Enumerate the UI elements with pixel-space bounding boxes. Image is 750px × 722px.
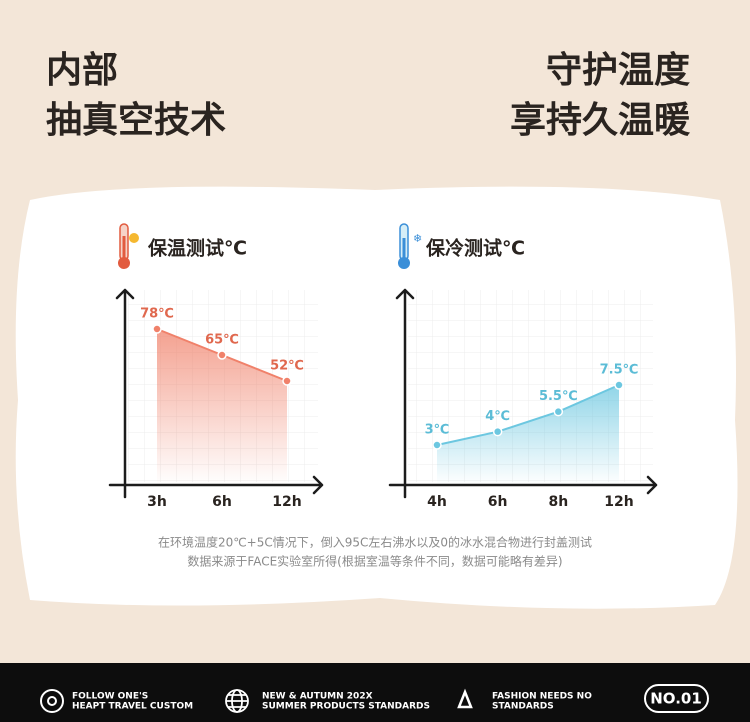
axes (108, 288, 658, 499)
x-tick-label: 6h (488, 494, 508, 510)
x-tick-label: 4h (427, 494, 447, 510)
footer-icon (457, 688, 473, 709)
headline: 享持久温暖 (510, 100, 691, 141)
point (217, 350, 227, 360)
value-label: 65℃ (205, 333, 239, 348)
chart-title: 保温测试℃ (147, 237, 247, 260)
footer-text: HEAPT TRAVEL CUSTOM (72, 702, 193, 712)
headline: 抽真空技术 (46, 100, 226, 141)
footer-text: FOLLOW ONE'S (72, 692, 148, 702)
value-label: 7.5℃ (600, 363, 639, 378)
note: 数据来源于FACE实验室所得(根据室温等条件不同，数据可能略有差异) (187, 554, 562, 569)
point (492, 426, 503, 437)
footer-text: STANDARDS (492, 702, 554, 712)
footer-text: FASHION NEEDS NO (492, 692, 592, 702)
x-tick-label: 12h (604, 494, 633, 510)
footer-icon (47, 696, 57, 706)
value-label: 78℃ (140, 307, 174, 322)
thermometer-icon: ❄ (398, 223, 422, 269)
x-tick-label: 6h (212, 494, 232, 510)
headline: 守护温度 (546, 50, 690, 91)
badge-text: NO.01 (650, 690, 702, 708)
value-label: 4℃ (485, 409, 510, 424)
footer-text: SUMMER PRODUCTS STANDARDS (262, 702, 430, 712)
chart-title: 保冷测试℃ (425, 237, 525, 260)
x-tick-label: 3h (147, 494, 167, 510)
point (282, 376, 292, 386)
value-label: 5.5℃ (539, 389, 578, 404)
point (614, 380, 624, 390)
value-label: 52℃ (270, 359, 304, 374)
footer-icon (225, 689, 249, 713)
point (432, 440, 442, 450)
footer-text: NEW & AUTUMN 202X (262, 692, 373, 702)
thermometer-icon (118, 223, 139, 269)
footer-icon (40, 689, 64, 713)
x-tick-label: 12h (272, 494, 301, 510)
badge (644, 684, 709, 713)
headline: 内部 (46, 50, 118, 91)
point (553, 406, 564, 417)
line (436, 384, 620, 446)
svg-text:❄: ❄ (413, 232, 422, 245)
point (152, 324, 162, 334)
area (437, 385, 619, 485)
note: 在环境温度20℃+5C情况下，倒入95C左右沸水以及0的冰水混合物进行封盖测试 (158, 535, 592, 550)
value-label: 3℃ (425, 423, 450, 438)
x-tick-label: 8h (548, 494, 568, 510)
footer (0, 663, 750, 722)
